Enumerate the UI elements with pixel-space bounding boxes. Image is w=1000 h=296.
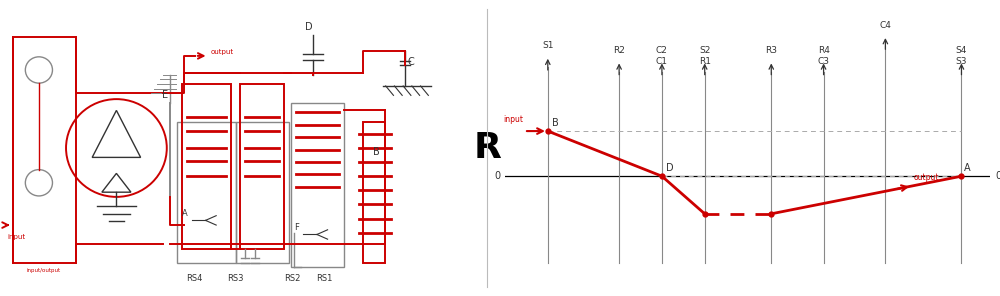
Text: R: R: [474, 131, 502, 165]
Bar: [177, 122, 236, 263]
Text: R3: R3: [765, 46, 777, 55]
Text: output: output: [914, 173, 939, 182]
Text: E: E: [162, 90, 168, 100]
Text: F: F: [294, 223, 299, 232]
Text: R4: R4: [818, 46, 830, 55]
Text: input: input: [503, 115, 523, 123]
Text: D: D: [666, 163, 673, 173]
Bar: [240, 84, 284, 249]
Text: S2: S2: [699, 46, 710, 55]
Text: S4: S4: [956, 46, 967, 55]
Text: R1: R1: [699, 57, 711, 66]
Bar: [13, 37, 76, 263]
Text: C4: C4: [879, 20, 891, 30]
Text: S3: S3: [956, 57, 967, 66]
Text: RS1: RS1: [317, 274, 333, 284]
Bar: [236, 122, 289, 263]
Text: C2: C2: [656, 46, 668, 55]
Text: 0: 0: [494, 171, 500, 181]
Text: input: input: [7, 234, 25, 240]
Text: 0: 0: [996, 171, 1000, 181]
Text: S1: S1: [542, 41, 554, 50]
Bar: [182, 84, 231, 249]
Text: D: D: [305, 22, 313, 32]
Bar: [363, 122, 385, 263]
Text: input/output: input/output: [27, 268, 61, 273]
Text: RS4: RS4: [186, 274, 202, 284]
Text: C3: C3: [818, 57, 830, 66]
Text: RS3: RS3: [227, 274, 244, 284]
Bar: [291, 103, 344, 267]
Text: B: B: [373, 147, 380, 157]
Text: C: C: [407, 57, 414, 67]
Text: R2: R2: [613, 46, 625, 55]
Text: RS2: RS2: [285, 274, 301, 284]
Text: A: A: [182, 209, 188, 218]
Text: A: A: [964, 163, 971, 173]
Text: C1: C1: [656, 57, 668, 66]
Text: B: B: [552, 118, 558, 128]
Text: output: output: [210, 49, 234, 55]
